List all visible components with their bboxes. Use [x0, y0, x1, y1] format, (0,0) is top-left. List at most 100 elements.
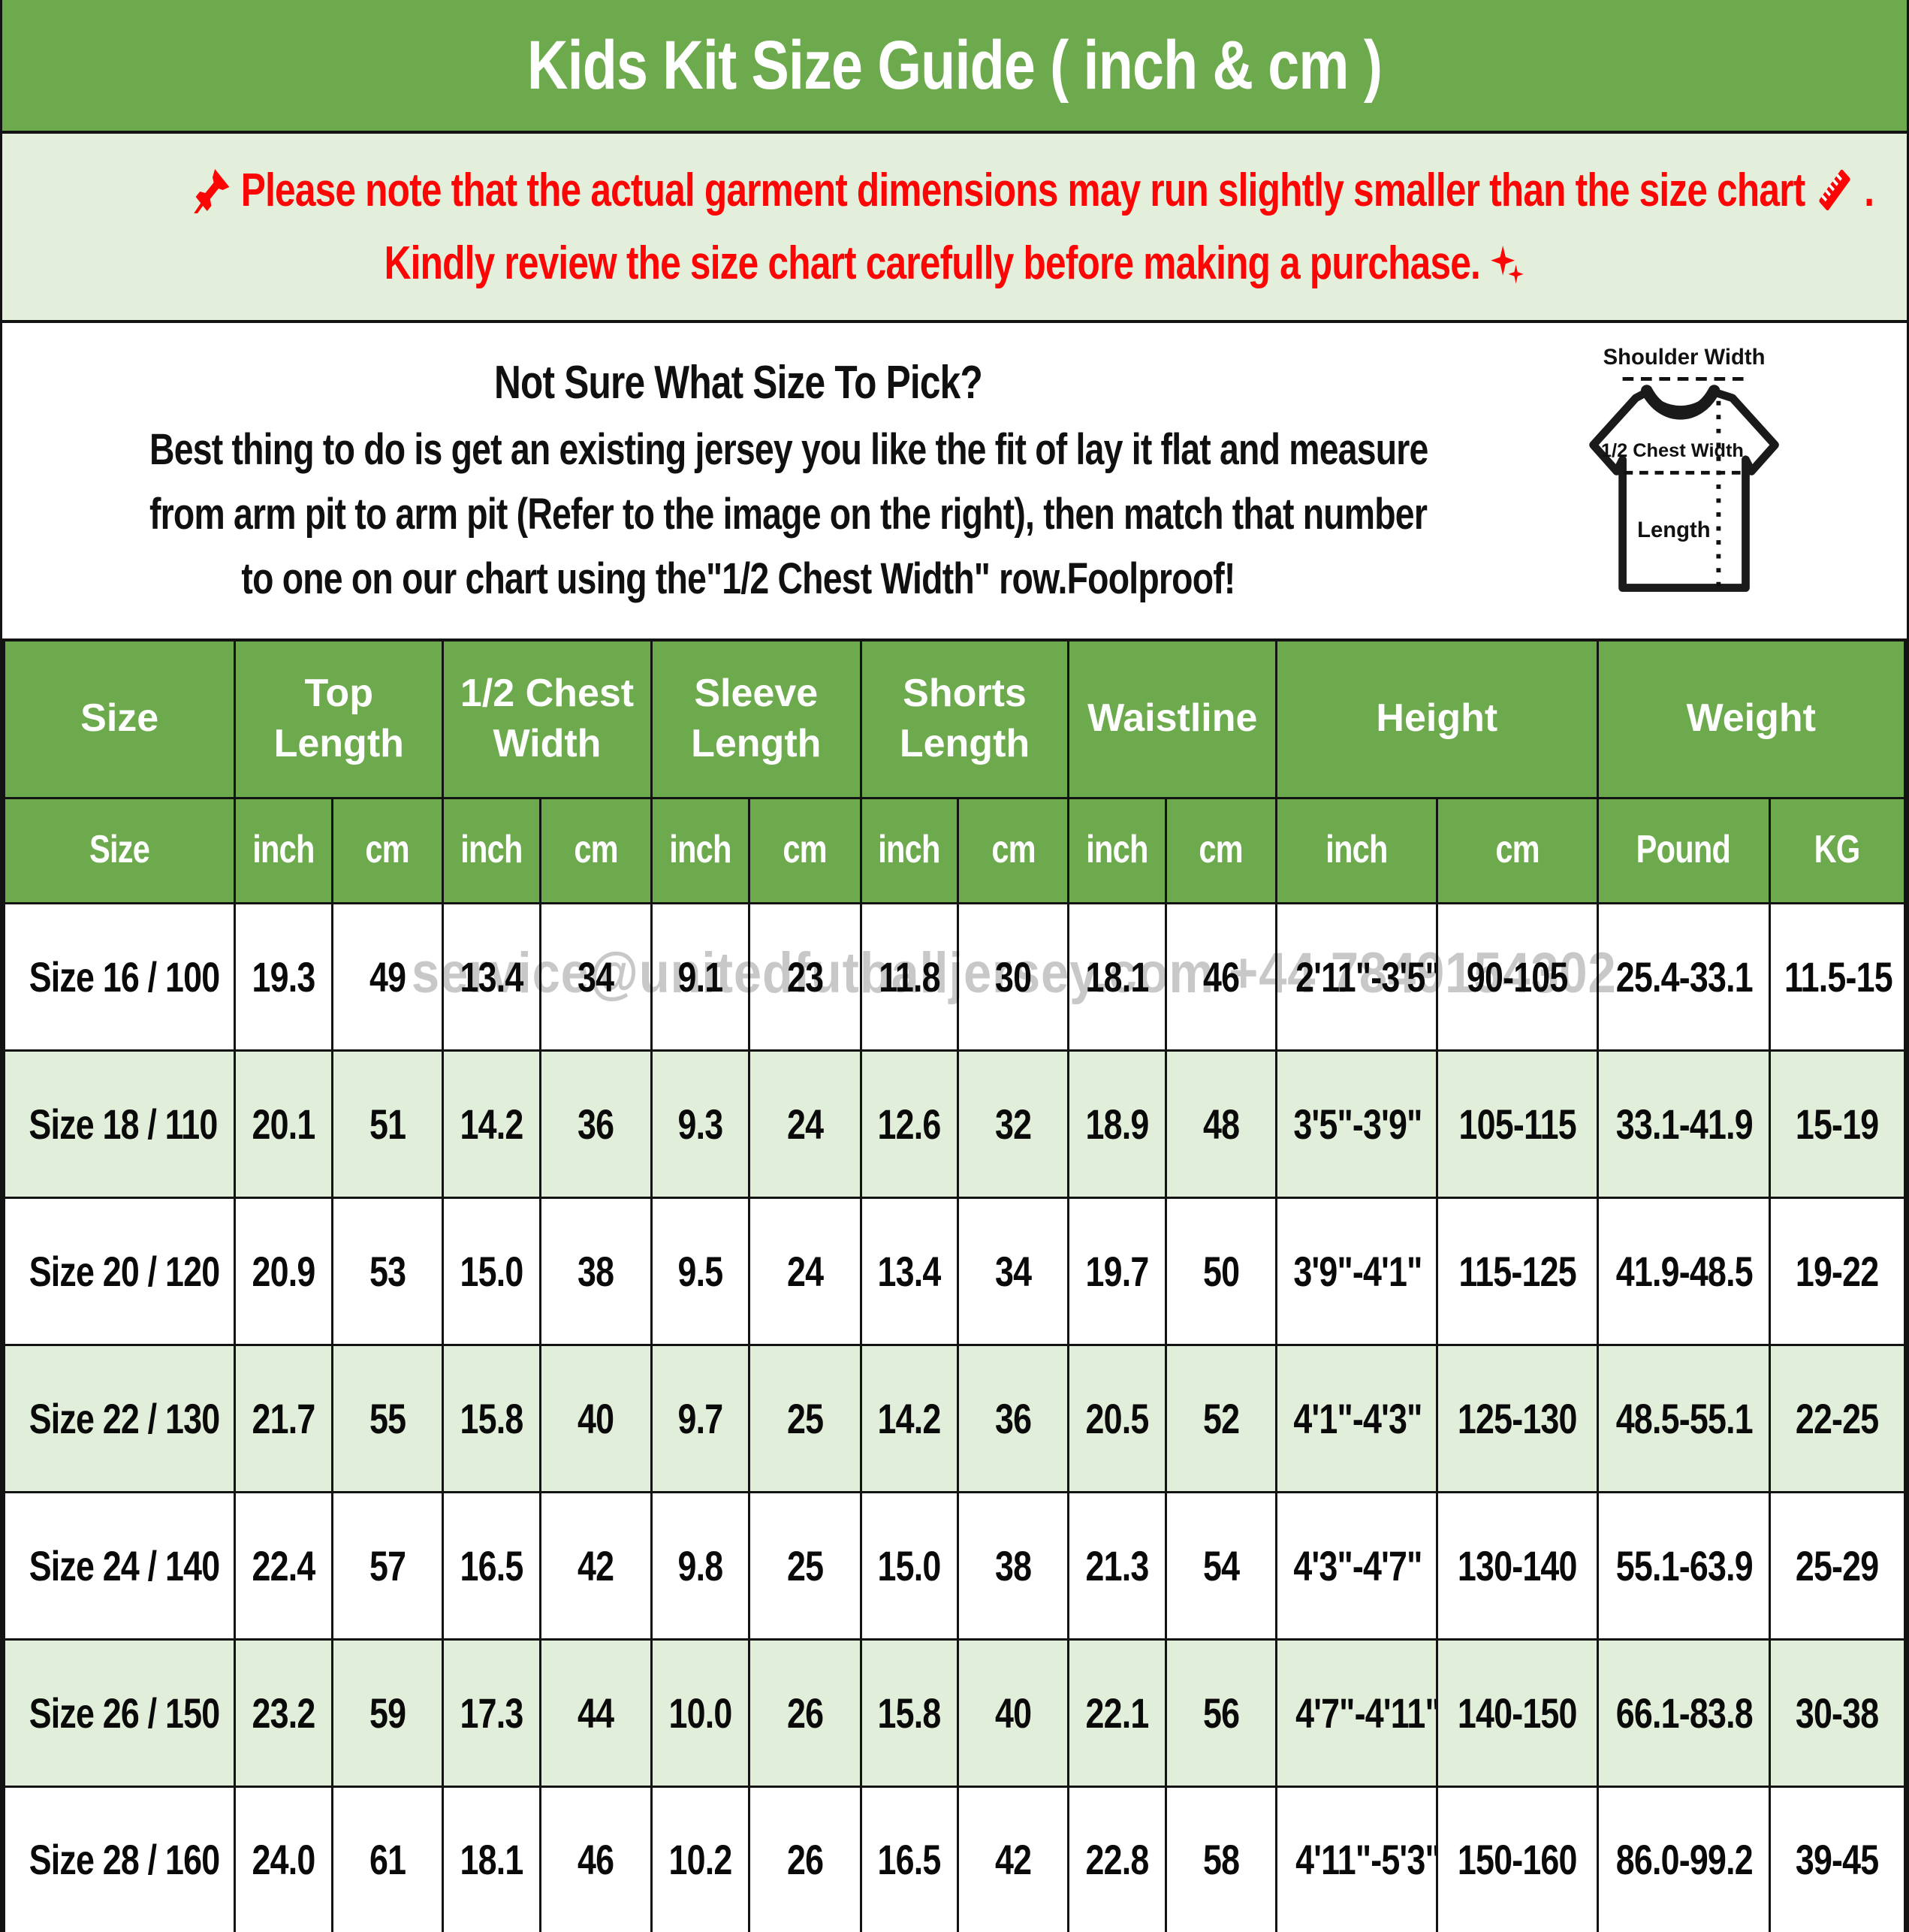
measurement-cell: 130-140	[1436, 1490, 1599, 1641]
help-line-3: to one on our chart using the"1/2 Chest …	[241, 554, 1235, 603]
length-label: Length	[1637, 518, 1710, 542]
measurement-cell: 16.5	[859, 1785, 960, 1932]
size-help-section: Not Sure What Size To Pick? Best thing t…	[2, 323, 1907, 638]
table-row: Size 24 / 140 22.4 57 16.5 42 9.8 25 15.0 38 21.3…	[2, 1490, 1907, 1641]
help-line-2: from arm pit to arm pit (Refer to the im…	[149, 490, 1428, 539]
subcol-inch: inch	[1275, 796, 1439, 904]
measurement-cell: 9.1	[650, 901, 751, 1052]
measurement-cell: 23	[748, 901, 862, 1052]
notice-text-1-suffix: .	[1864, 165, 1874, 216]
table-subheader: Size inch cm inch cm inch cm inch cm inc…	[2, 796, 1907, 904]
measurement-cell: 16.5	[442, 1490, 541, 1641]
col-group-top-length: Top Length	[234, 638, 445, 799]
measurement-cell: 22.4	[234, 1490, 333, 1641]
measurement-cell: 24	[748, 1196, 862, 1346]
measurement-cell: 58	[1164, 1785, 1278, 1932]
measurement-cell: 12.6	[859, 1049, 960, 1199]
measurement-cell: 17.3	[442, 1638, 541, 1788]
subcol-inch: inch	[1067, 796, 1167, 904]
measurement-cell: 21.3	[1067, 1490, 1167, 1641]
measurement-cell: 50	[1164, 1196, 1278, 1346]
measurement-cell: 25	[748, 1490, 862, 1641]
tshirt-measure-diagram: Shoulder Width 1/2 Chest Width Length	[1573, 334, 1887, 634]
subcol-cm: cm	[538, 796, 653, 904]
notice-line-2: Kindly review the size chart carefully b…	[193, 237, 1717, 290]
measurement-cell: 9.3	[650, 1049, 751, 1199]
row-size-label: Size 24 / 140	[2, 1490, 237, 1641]
measurement-cell: 26	[748, 1638, 862, 1788]
sparkles-icon	[1491, 245, 1524, 284]
measurement-cell: 54	[1164, 1490, 1278, 1641]
measurement-cell: 9.8	[650, 1490, 751, 1641]
measurement-cell: 20.1	[234, 1049, 333, 1199]
measurement-cell: 3'5"-3'9"	[1275, 1049, 1439, 1199]
row-size-label: Size 20 / 120	[2, 1196, 237, 1346]
measurement-cell: 39-45	[1768, 1785, 1907, 1932]
title-banner: Kids Kit Size Guide ( inch & cm )	[2, 0, 1907, 134]
measurement-cell: 14.2	[859, 1343, 960, 1493]
measurement-cell: 53	[330, 1196, 445, 1346]
measurement-cell: 150-160	[1436, 1785, 1599, 1932]
notice-text-2: Kindly review the size chart carefully b…	[384, 237, 1481, 289]
row-size-label: Size 18 / 110	[2, 1049, 237, 1199]
measurement-cell: 30-38	[1768, 1638, 1907, 1788]
measurement-cell: 10.0	[650, 1638, 751, 1788]
measurement-cell: 34	[538, 901, 653, 1052]
measurement-cell: 42	[957, 1785, 1070, 1932]
measurement-cell: 26	[748, 1785, 862, 1932]
measurement-cell: 32	[957, 1049, 1070, 1199]
measurement-cell: 90-105	[1436, 901, 1599, 1052]
measurement-cell: 36	[957, 1343, 1070, 1493]
measurement-cell: 4'7"-4'11"	[1275, 1638, 1439, 1788]
ruler-icon	[1819, 169, 1850, 211]
page-title: Kids Kit Size Guide ( inch & cm )	[526, 26, 1383, 104]
col-group-shorts-length: Shorts Length	[859, 638, 1070, 799]
row-size-label: Size 28 / 160	[2, 1785, 237, 1932]
measurement-cell: 13.4	[442, 901, 541, 1052]
subcol-cm: cm	[1164, 796, 1278, 904]
measurement-cell: 38	[538, 1196, 653, 1346]
measurement-cell: 105-115	[1436, 1049, 1599, 1199]
measurement-cell: 36	[538, 1049, 653, 1199]
measurement-cell: 57	[330, 1490, 445, 1641]
measurement-cell: 9.7	[650, 1343, 751, 1493]
measurement-cell: 21.7	[234, 1343, 333, 1493]
measurement-cell: 140-150	[1436, 1638, 1599, 1788]
measurement-cell: 51	[330, 1049, 445, 1199]
measurement-cell: 59	[330, 1638, 445, 1788]
subcol-pound: Pound	[1596, 796, 1771, 904]
measurement-cell: 15.0	[859, 1490, 960, 1641]
measurement-cell: 13.4	[859, 1196, 960, 1346]
notice-banner: Please note that the actual garment dime…	[2, 134, 1907, 323]
pushpin-icon	[194, 169, 230, 213]
measurement-cell: 20.5	[1067, 1343, 1167, 1493]
measurement-cell: 3'9"-4'1"	[1275, 1196, 1439, 1346]
size-table: Size Top Length 1/2 Chest Width Sleeve L…	[2, 638, 1907, 1932]
row-size-label: Size 16 / 100	[2, 901, 237, 1052]
col-group-size: Size	[2, 638, 237, 799]
tshirt-outline	[1589, 388, 1779, 592]
measurement-cell: 25-29	[1768, 1490, 1907, 1641]
measurement-cell: 15.0	[442, 1196, 541, 1346]
table-row: Size 20 / 120 20.9 53 15.0 38 9.5 24 13.4 34 19.7…	[2, 1196, 1907, 1346]
help-line-1: Best thing to do is get an existing jers…	[149, 425, 1428, 474]
col-group-height: Height	[1275, 638, 1599, 799]
measurement-cell: 25	[748, 1343, 862, 1493]
notice-line-1: Please note that the actual garment dime…	[193, 164, 1874, 217]
table-row: Size 22 / 130 21.7 55 15.8 40 9.7 25 14.2 36 20.5…	[2, 1343, 1907, 1493]
measurement-cell: 30	[957, 901, 1070, 1052]
measurement-cell: 14.2	[442, 1049, 541, 1199]
table-row: Size 26 / 150 23.2 59 17.3 44 10.0 26 15.8 40 22.…	[2, 1638, 1907, 1788]
measurement-cell: 18.1	[442, 1785, 541, 1932]
measurement-cell: 19.7	[1067, 1196, 1167, 1346]
measurement-cell: 48.5-55.1	[1596, 1343, 1771, 1493]
measurement-cell: 19-22	[1768, 1196, 1907, 1346]
measurement-cell: 24.0	[234, 1785, 333, 1932]
measurement-cell: 15.8	[859, 1638, 960, 1788]
measurement-cell: 125-130	[1436, 1343, 1599, 1493]
measurement-cell: 34	[957, 1196, 1070, 1346]
measurement-cell: 40	[957, 1638, 1070, 1788]
measurement-cell: 41.9-48.5	[1596, 1196, 1771, 1346]
measurement-cell: 19.3	[234, 901, 333, 1052]
row-size-label: Size 26 / 150	[2, 1638, 237, 1788]
